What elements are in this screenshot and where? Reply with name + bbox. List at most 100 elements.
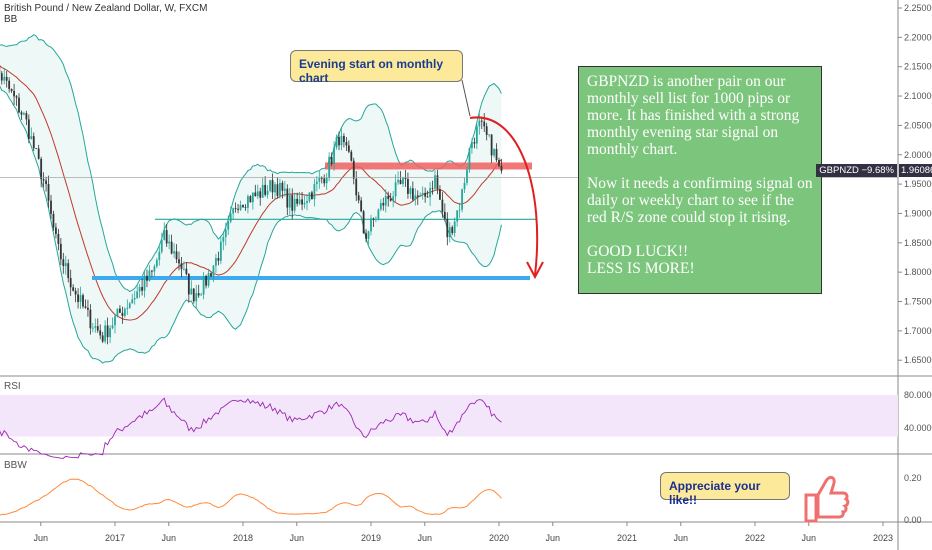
candle-body bbox=[59, 243, 62, 260]
candle-body bbox=[153, 266, 156, 272]
candle-body bbox=[500, 165, 503, 171]
note-paragraph-1: GBPNZD is another pair on our monthly se… bbox=[587, 73, 800, 158]
like-callout: Appreciate your like!! bbox=[660, 472, 790, 507]
y-tick-label: 2.15000 bbox=[904, 62, 932, 72]
candle-body bbox=[436, 175, 439, 190]
candle-body bbox=[414, 195, 417, 200]
candle-body bbox=[224, 229, 227, 238]
candle-body bbox=[256, 191, 259, 197]
candle-body bbox=[375, 218, 377, 220]
candle-body bbox=[160, 240, 163, 252]
y-tick-label: 1.95000 bbox=[904, 179, 932, 189]
bbw-pane-label: BBW bbox=[4, 460, 27, 471]
candle-body bbox=[347, 145, 350, 152]
candle-body bbox=[146, 275, 148, 281]
bollinger-lower bbox=[0, 85, 502, 364]
candle-body bbox=[116, 308, 119, 317]
candle-body bbox=[143, 275, 146, 291]
y-tick-label: 1.65000 bbox=[904, 355, 932, 365]
candle-body bbox=[377, 209, 380, 219]
candle-body bbox=[288, 195, 291, 208]
candle-body bbox=[69, 278, 72, 288]
candle-body bbox=[370, 218, 372, 232]
candle-body bbox=[27, 119, 30, 139]
indicator-label-bb: BB bbox=[4, 14, 18, 25]
candle-body bbox=[441, 199, 444, 212]
candle-body bbox=[407, 178, 409, 194]
y-tick-label: 2.20000 bbox=[904, 32, 932, 42]
candle-body bbox=[239, 204, 242, 210]
candle-body bbox=[456, 210, 459, 222]
candle-body bbox=[402, 177, 404, 185]
candle-body bbox=[207, 273, 210, 286]
candle-body bbox=[175, 251, 178, 260]
y-tick-label: 1.70000 bbox=[904, 326, 932, 336]
candle-body bbox=[424, 192, 427, 197]
candle-body bbox=[320, 178, 323, 179]
candle-body bbox=[84, 306, 87, 308]
bbw-line bbox=[0, 478, 502, 516]
candle-body bbox=[106, 325, 109, 338]
candle-body bbox=[298, 199, 301, 204]
candle-body bbox=[242, 204, 244, 208]
candle-body bbox=[173, 251, 175, 254]
candle-body bbox=[269, 180, 271, 191]
x-tick-label: 2023 bbox=[873, 533, 893, 543]
candle-body bbox=[217, 258, 220, 261]
candle-body bbox=[141, 286, 143, 291]
bbw-tick-label: 0.20 bbox=[904, 473, 922, 483]
candle-body bbox=[187, 274, 190, 295]
candle-body bbox=[389, 199, 392, 201]
candle-body bbox=[315, 181, 318, 184]
candle-body bbox=[313, 183, 316, 200]
y-tick-label: 1.90000 bbox=[904, 208, 932, 218]
thumbs-up-shape bbox=[804, 475, 850, 523]
candle-body bbox=[411, 188, 414, 200]
candle-body bbox=[35, 148, 38, 150]
candle-body bbox=[74, 290, 77, 295]
candle-body bbox=[443, 211, 446, 219]
thumbs-up-icon bbox=[804, 475, 850, 523]
y-tick-label: 1.80000 bbox=[904, 267, 932, 277]
candle-body bbox=[394, 182, 397, 197]
candle-body bbox=[202, 276, 205, 295]
x-tick-label: 2021 bbox=[617, 533, 637, 543]
candle-body bbox=[114, 316, 116, 326]
candle-body bbox=[42, 179, 45, 181]
rsi-band bbox=[0, 395, 898, 437]
candle-body bbox=[345, 142, 348, 146]
x-tick-label: 2022 bbox=[745, 533, 765, 543]
candle-body bbox=[352, 160, 355, 179]
candle-body bbox=[119, 308, 121, 313]
candle-body bbox=[382, 202, 385, 206]
evening-star-callout: Evening start on monthly chart bbox=[290, 50, 463, 85]
candle-body bbox=[101, 335, 104, 342]
candle-body bbox=[498, 160, 500, 166]
candle-body bbox=[109, 328, 111, 338]
candle-body bbox=[64, 263, 67, 267]
candle-body bbox=[303, 202, 306, 205]
candle-body bbox=[128, 303, 131, 308]
candle-body bbox=[367, 231, 370, 239]
candle-body bbox=[439, 189, 441, 200]
candle-body bbox=[448, 227, 451, 238]
candle-body bbox=[483, 121, 486, 127]
candle-body bbox=[404, 177, 407, 179]
candle-body bbox=[283, 188, 286, 191]
candle-body bbox=[20, 112, 23, 115]
candle-body bbox=[151, 270, 153, 272]
candle-body bbox=[475, 126, 478, 144]
candle-body bbox=[82, 295, 84, 307]
last-price-tag: 1.96086 bbox=[899, 164, 932, 177]
x-tick-label: Jun bbox=[802, 533, 817, 543]
candle-body bbox=[13, 90, 15, 97]
candle-body bbox=[360, 200, 363, 212]
candle-body bbox=[183, 268, 185, 270]
candle-body bbox=[0, 73, 3, 81]
candle-body bbox=[468, 148, 471, 170]
candle-body bbox=[276, 184, 279, 196]
candle-body bbox=[197, 293, 200, 296]
candle-body bbox=[249, 196, 252, 203]
